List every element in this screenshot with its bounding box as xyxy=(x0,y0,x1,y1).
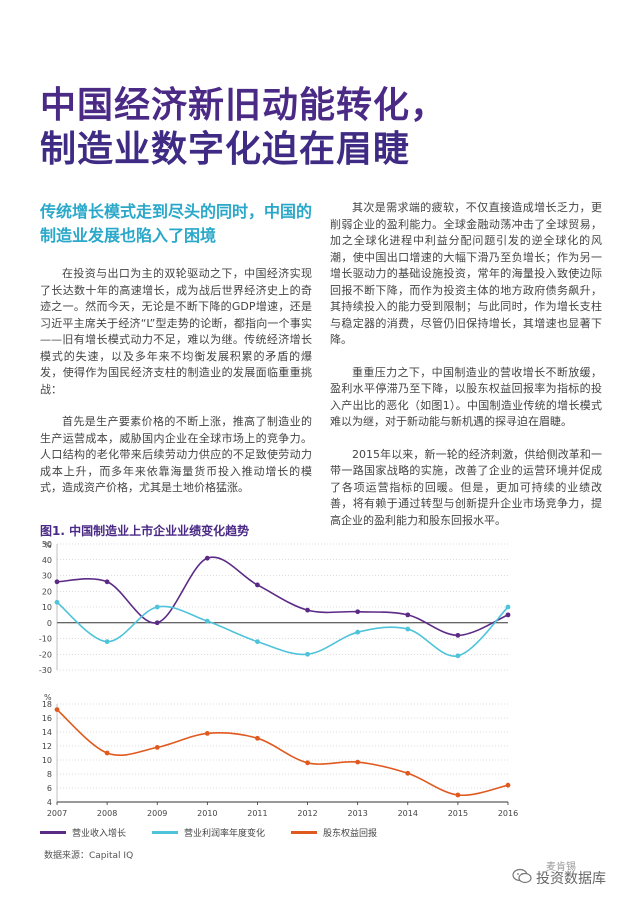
y-tick-label: 14 xyxy=(42,728,52,737)
watermark-mark: 麦肯锡 xyxy=(546,862,576,873)
series-line xyxy=(56,708,509,797)
series-line xyxy=(56,601,509,657)
data-point xyxy=(455,653,461,659)
data-point xyxy=(255,735,260,741)
watermark: 投资数据库 xyxy=(512,868,606,888)
data-point xyxy=(455,632,461,638)
y-tick-label: 12 xyxy=(42,742,52,751)
paragraph: 在投资与出口为主的双轮驱动之下，中国经济实现了长达数十年的高速增长，成为战后世界… xyxy=(40,267,312,396)
y-tick-label: 30 xyxy=(42,572,52,581)
data-point xyxy=(405,626,411,632)
title-line-2: 制造业数字化迫在眉睫 xyxy=(40,129,411,170)
x-tick-label: 2014 xyxy=(398,809,418,818)
data-point xyxy=(204,555,210,561)
x-tick-label: 2013 xyxy=(347,809,367,818)
data-point xyxy=(255,639,260,645)
data-point xyxy=(54,599,60,605)
data-point xyxy=(104,750,110,756)
y-tick-label: 18 xyxy=(42,700,52,709)
y-unit-label: % xyxy=(44,541,52,550)
legend-swatch xyxy=(40,831,66,834)
data-point xyxy=(154,604,160,610)
paragraph: 首先是生产要素价格的不断上涨，推高了制造业的生产运营成本，威胁国内企业在全球市场… xyxy=(40,415,312,494)
data-point xyxy=(255,582,260,588)
x-tick-label: 2009 xyxy=(147,809,167,818)
data-point xyxy=(204,618,210,624)
watermark-label: 投资数据库 xyxy=(536,871,606,887)
y-tick-label: 16 xyxy=(42,714,52,723)
y-tick-label: 4 xyxy=(47,798,52,807)
data-point xyxy=(505,604,511,610)
figure-title: 图1. 中国制造业上市企业业绩变化趋势 xyxy=(40,524,250,538)
data-point xyxy=(104,639,110,645)
y-tick-label: -20 xyxy=(39,650,52,659)
paragraph: 重重压力之下，中国制造业的营收增长不断放缓，盈利水平停滞乃至下降，以股东权益回报… xyxy=(330,365,602,429)
paragraph: 2015年以来，新一轮的经济刺激，供给侧改革和一带一路国家战略的实施，改善了企业… xyxy=(330,447,602,527)
y-tick-label: -30 xyxy=(39,666,52,675)
x-tick-label: 2010 xyxy=(197,809,217,818)
data-point xyxy=(305,607,310,613)
legend-label: 营业利润率年度变化 xyxy=(184,829,266,839)
data-point xyxy=(455,792,461,798)
data-point xyxy=(355,629,361,635)
x-tick-label: 2008 xyxy=(97,809,117,818)
data-point xyxy=(505,612,511,618)
title-line-1: 中国经济新旧动能转化， xyxy=(40,85,448,126)
y-tick-label: 50 xyxy=(42,540,52,549)
y-tick-label: 10 xyxy=(42,603,52,612)
page-title: 中国经济新旧动能转化， 制造业数字化迫在眉睫 xyxy=(40,84,447,172)
legend-item: 营业利润率年度变化 xyxy=(152,826,265,839)
series-line xyxy=(56,556,509,637)
y-tick-label: 10 xyxy=(42,756,52,765)
legend-label: 股东权益回报 xyxy=(323,829,378,839)
wechat-icon xyxy=(512,868,532,888)
x-tick-label: 2016 xyxy=(498,809,518,818)
right-column: 其次是需求端的疲软，不仅直接造成增长乏力，更削弱企业的盈利能力。全球金融动荡冲击… xyxy=(330,200,602,545)
legend-swatch xyxy=(291,831,318,834)
y-tick-label: 20 xyxy=(42,587,52,596)
data-point xyxy=(54,707,60,712)
data-point xyxy=(154,620,160,626)
y-unit-label: % xyxy=(44,693,52,702)
data-point xyxy=(104,579,110,585)
section-subheading: 传统增长模式走到尽头的同时，中国的制造业发展也陷入了困境 xyxy=(40,202,313,245)
data-point xyxy=(305,651,310,657)
data-point xyxy=(305,760,310,766)
y-tick-label: 0 xyxy=(47,619,52,628)
x-tick-label: 2007 xyxy=(47,809,67,818)
x-tick-label: 2011 xyxy=(247,809,267,818)
data-point xyxy=(505,782,511,788)
paragraph: 其次是需求端的疲软，不仅直接造成增长乏力，更削弱企业的盈利能力。全球金融动荡冲击… xyxy=(330,201,602,346)
data-point xyxy=(54,579,60,585)
legend-swatch xyxy=(152,831,179,834)
data-point xyxy=(154,745,160,750)
data-point xyxy=(405,612,411,618)
x-tick-label: 2012 xyxy=(297,809,317,818)
y-tick-label: 40 xyxy=(42,556,52,565)
data-point xyxy=(405,770,411,776)
data-point xyxy=(355,609,361,615)
y-tick-label: -10 xyxy=(39,635,52,644)
data-point xyxy=(204,731,210,736)
data-point xyxy=(355,759,361,765)
data-source: 数据来源：Capital IQ xyxy=(44,851,134,861)
y-tick-label: 8 xyxy=(47,770,52,779)
left-column: 传统增长模式走到尽头的同时，中国的制造业发展也陷入了困境 在投资与出口为主的双轮… xyxy=(40,200,312,513)
legend-item: 营业收入增长 xyxy=(40,826,126,839)
legend-label: 营业收入增长 xyxy=(72,829,127,839)
chart-legend: 营业收入增长 营业利润率年度变化 股东权益回报 xyxy=(40,826,377,839)
x-tick-label: 2015 xyxy=(448,809,468,818)
legend-item: 股东权益回报 xyxy=(291,826,377,839)
y-tick-label: 6 xyxy=(47,784,52,793)
